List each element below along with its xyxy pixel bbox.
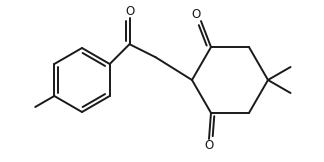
Text: O: O xyxy=(125,5,134,18)
Text: O: O xyxy=(204,139,214,152)
Text: O: O xyxy=(191,8,201,21)
